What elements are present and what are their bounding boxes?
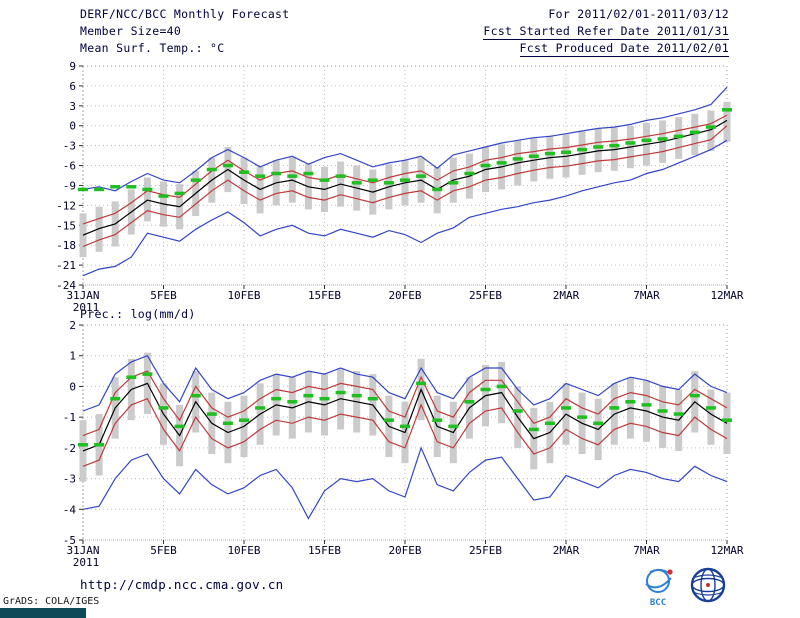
forecast-valid-range: For 2011/02/01-2011/03/12 — [548, 7, 729, 21]
y-tick-label: -12 — [56, 199, 76, 212]
x-tick-label: 7MAR — [633, 544, 660, 557]
fcst-started-date: Fcst Started Refer Date 2011/01/31 — [483, 24, 729, 40]
series-observation — [78, 108, 732, 198]
series-ensemble-max — [82, 354, 728, 412]
series-mean-plus-std — [82, 114, 728, 225]
page-title: DERF/NCC/BCC Monthly Forecast — [80, 7, 290, 21]
bcc-swirl-icon: BCC — [645, 568, 673, 608]
y-tick-label: 3 — [69, 100, 76, 113]
spread-bar — [143, 177, 151, 222]
y-tick-label: 9 — [69, 60, 76, 73]
x-tick-label: 10FEB — [227, 544, 260, 557]
x-tick-label: 5FEB — [150, 544, 177, 557]
y-tick-label: 1 — [69, 350, 76, 363]
y-tick-label: 2 — [69, 319, 76, 332]
series-ensemble-mean — [82, 119, 728, 236]
x-tick-label: 31JAN — [66, 289, 99, 302]
spread-bar — [256, 166, 264, 214]
temp-chart-title: Mean Surf. Temp.: °C — [80, 41, 225, 55]
spread-bar — [691, 113, 699, 155]
x-tick-label: 10FEB — [227, 289, 260, 302]
y-tick-label: -24 — [56, 279, 76, 292]
y-tick-label: 0 — [69, 380, 76, 393]
series-mean-minus-std — [82, 397, 728, 467]
ncc-globe-icon — [690, 567, 726, 603]
y-tick-label: -15 — [56, 219, 76, 232]
spread-bar — [707, 389, 715, 445]
x-tick-label: 25FEB — [469, 544, 502, 557]
prec-chart-title: Prec.: log(mm/d) — [80, 307, 196, 321]
series-ensemble-max — [82, 86, 728, 192]
x-year-label: 2011 — [73, 301, 100, 314]
y-tick-label: -5 — [63, 534, 76, 547]
member-size-label: Member Size=40 — [80, 24, 182, 38]
series-ensemble-min — [82, 139, 728, 277]
x-tick-label: 7MAR — [633, 289, 660, 302]
series-observation — [78, 372, 732, 447]
bcc-logo: BCC — [638, 566, 678, 612]
bcc-logo-label: BCC — [650, 598, 666, 608]
series-mean-plus-std — [82, 370, 728, 437]
x-tick-label: 20FEB — [388, 544, 421, 557]
spread-bar — [79, 420, 87, 482]
x-tick-label: 25FEB — [469, 289, 502, 302]
spread-bar — [79, 213, 87, 258]
fcst-produced-date: Fcst Produced Date 2011/02/01 — [519, 41, 729, 57]
spread-bar — [723, 101, 731, 142]
x-tick-label: 5FEB — [150, 289, 177, 302]
source-url: http://cmdp.ncc.cma.gov.cn — [80, 577, 284, 592]
x-tick-label: 2MAR — [553, 289, 580, 302]
x-tick-label: 15FEB — [308, 544, 341, 557]
spread-bar — [240, 157, 248, 205]
y-tick-label: -1 — [63, 411, 76, 424]
spread-bar — [95, 206, 103, 252]
x-tick-label: 31JAN — [66, 544, 99, 557]
x-tick-label: 12MAR — [710, 544, 743, 557]
y-tick-label: -21 — [56, 259, 76, 272]
y-tick-label: -3 — [63, 473, 76, 486]
y-tick-label: -4 — [63, 503, 77, 516]
series-ensemble-min — [82, 446, 728, 520]
spread-bar — [707, 110, 715, 151]
y-tick-label: -9 — [63, 179, 76, 192]
y-tick-label: 6 — [69, 80, 76, 93]
series-ensemble-mean — [82, 382, 728, 452]
y-tick-label: 0 — [69, 120, 76, 133]
ncc-logo — [686, 564, 730, 610]
x-tick-label: 20FEB — [388, 289, 421, 302]
y-tick-label: -2 — [63, 442, 76, 455]
grads-credit: GrADS: COLA/IGES — [3, 596, 100, 607]
bottom-left-bar — [0, 608, 86, 618]
y-tick-label: -3 — [63, 140, 76, 153]
y-tick-label: -6 — [63, 160, 76, 173]
y-tick-label: -18 — [56, 239, 76, 252]
x-tick-label: 15FEB — [308, 289, 341, 302]
x-tick-label: 12MAR — [710, 289, 743, 302]
x-tick-label: 2MAR — [553, 544, 580, 557]
x-year-label: 2011 — [73, 556, 100, 569]
series-mean-minus-std — [82, 125, 728, 248]
